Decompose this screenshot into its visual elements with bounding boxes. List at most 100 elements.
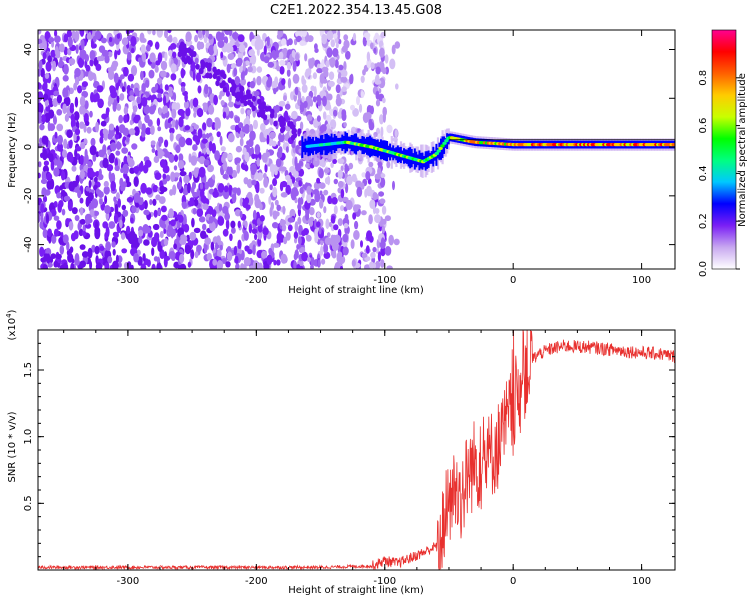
noise-blob [38,172,41,179]
noise-blob [355,180,363,189]
noise-blob [163,95,167,106]
noise-blob [392,180,395,191]
snr-series-line [38,330,675,570]
noise-blob [353,230,360,240]
noise-blob [127,30,135,33]
noise-blob [121,147,129,154]
noise-blob [133,166,140,173]
noise-blob [280,180,288,188]
noise-blob [333,264,339,269]
noise-blob [104,262,110,269]
snr-multiplier-base: (x10 [7,318,18,341]
noise-streak-blob [192,51,197,57]
noise-blob [38,68,41,77]
noise-blob [112,248,116,256]
noise-blob [66,129,73,139]
noise-blob [47,228,52,237]
noise-blob [62,149,68,158]
noise-blob [173,165,178,171]
noise-blob [56,160,63,169]
noise-blob [257,262,263,269]
noise-streak-blob [235,95,241,102]
noise-blob [266,134,270,145]
noise-blob [305,234,312,242]
noise-blob [370,251,376,259]
noise-streak-blob [212,73,217,80]
noise-blob [261,154,265,160]
noise-blob [313,86,317,97]
noise-blob [153,209,158,218]
noise-blob [236,162,241,174]
noise-blob [130,264,134,269]
noise-blob [123,155,128,166]
noise-blob [269,184,273,191]
noise-blob [252,260,259,269]
noise-blob [330,39,336,48]
noise-blob [180,67,185,79]
noise-blob [129,119,134,126]
noise-blob [256,157,260,167]
noise-blob [366,230,373,241]
noise-blob [77,57,85,68]
noise-blob [333,234,341,244]
noise-blob [157,52,163,63]
noise-blob [119,93,125,101]
noise-blob [192,134,199,142]
noise-blob [343,122,347,128]
noise-streak-blob [257,98,262,105]
noise-blob [164,119,169,130]
noise-blob [207,164,214,173]
noise-blob [292,61,297,72]
noise-blob [216,235,221,246]
noise-blob [95,151,100,158]
noise-blob [123,106,129,115]
noise-blob [107,256,113,264]
noise-blob [322,111,327,120]
noise-blob [312,72,317,80]
noise-blob [267,76,273,85]
noise-blob [366,34,370,42]
noise-streak-blob [221,80,226,87]
noise-streak-blob [184,47,189,54]
noise-blob [178,136,186,148]
noise-blob [57,202,62,213]
signal-core [436,149,441,153]
noise-blob [319,182,326,189]
noise-blob [317,259,321,268]
noise-blob [45,213,50,224]
noise-blob [197,85,202,94]
noise-blob [222,228,229,237]
noise-blob [171,108,177,119]
noise-blob [114,165,120,172]
noise-blob [62,87,69,98]
noise-blob [216,131,221,138]
noise-blob [227,53,235,60]
noise-blob [192,97,199,108]
noise-blob [122,209,129,217]
noise-blob [160,70,167,78]
noise-blob [234,76,241,86]
noise-blob [162,173,167,180]
noise-blob [53,260,59,268]
noise-blob [179,171,187,177]
noise-blob [141,123,146,133]
noise-blob [192,144,198,151]
noise-blob [99,198,103,205]
noise-blob [86,33,92,40]
noise-blob [266,254,273,265]
noise-blob [215,242,218,250]
noise-blob [297,216,302,225]
snr-y-tick-label: 0.5 [23,495,34,511]
noise-blob [87,167,91,179]
noise-blob [202,203,209,210]
noise-streak-blob [181,56,186,62]
noise-blob [226,63,231,74]
noise-blob [192,208,197,215]
noise-blob [277,140,281,147]
noise-blob [56,94,63,104]
noise-blob [305,211,310,221]
noise-blob [158,141,162,147]
noise-blob [178,77,182,86]
noise-blob [321,66,329,73]
noise-blob [295,35,302,43]
